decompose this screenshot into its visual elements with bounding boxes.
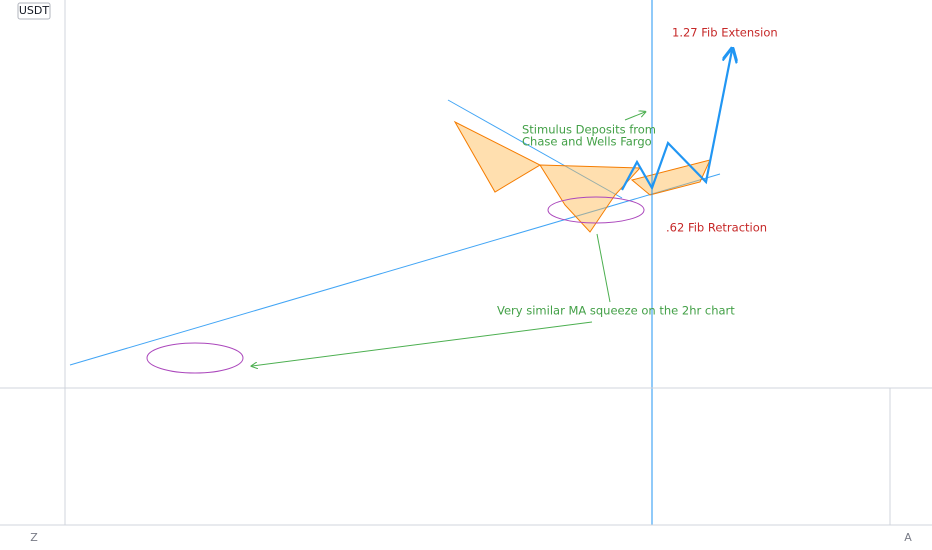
pattern (453, 120, 542, 193)
toolbar-button[interactable]: Z (30, 531, 38, 544)
annotation: Stimulus Deposits from (522, 123, 656, 137)
pattern (630, 159, 711, 196)
annotation: Very similar MA squeeze on the 2hr chart (497, 304, 735, 318)
pattern (539, 164, 642, 233)
currency-box[interactable] (17, 2, 51, 20)
projection (621, 50, 732, 191)
ellipse (547, 196, 645, 224)
toolbar-button[interactable]: A (904, 531, 912, 544)
ellipse (146, 342, 244, 374)
annotation: 1.27 Fib Extension (672, 26, 778, 40)
trend-line (69, 173, 721, 366)
annotation: Chase and Wells Fargo (522, 135, 652, 149)
arrow (624, 112, 645, 121)
drawings: 1.27 Fib Extension Stimulus Deposits fro… (69, 0, 778, 525)
currency[interactable]: USDT (19, 4, 50, 17)
arrow (252, 321, 593, 366)
arrow (596, 233, 611, 303)
annotation: .62 Fib Retraction (666, 221, 767, 235)
trend-line (447, 99, 623, 199)
